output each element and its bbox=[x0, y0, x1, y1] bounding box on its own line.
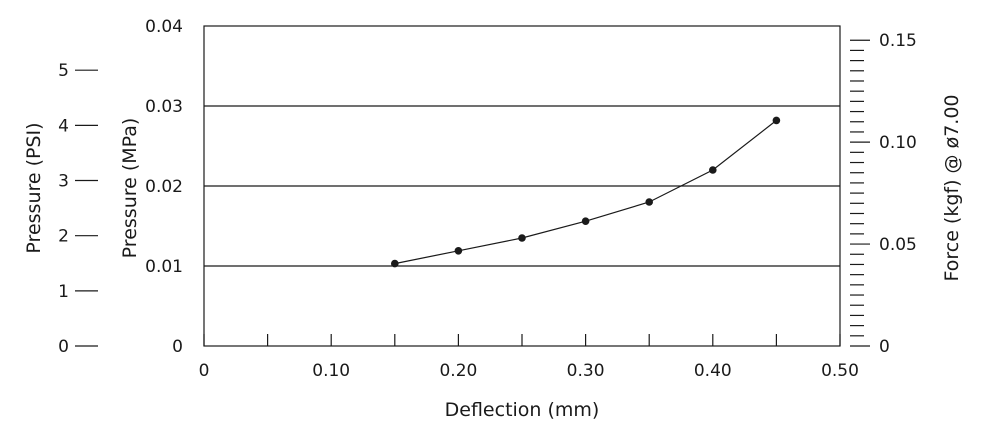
psi-tick-label: 5 bbox=[58, 61, 69, 81]
grid-lines bbox=[204, 105, 840, 267]
y-tick-label: 0 bbox=[172, 337, 183, 357]
y-axis-psi: 0 1 2 3 4 5 bbox=[58, 61, 98, 357]
data-point bbox=[645, 198, 653, 206]
x-tick-label: 0.40 bbox=[694, 361, 732, 381]
y-axis-mpa: 0 0.01 0.02 0.03 0.04 bbox=[145, 17, 183, 357]
psi-tick-label: 0 bbox=[58, 337, 69, 357]
psi-tick-label: 4 bbox=[58, 116, 69, 136]
force-tick-label: 0.10 bbox=[879, 133, 917, 153]
x-axis-title: Deflection (mm) bbox=[445, 399, 600, 421]
y-tick-label: 0.03 bbox=[145, 97, 183, 117]
force-tick-label: 0 bbox=[879, 337, 890, 357]
y-tick-label: 0.04 bbox=[145, 17, 183, 37]
data-series bbox=[391, 116, 781, 268]
data-point bbox=[391, 259, 399, 268]
x-tick-label: 0.20 bbox=[439, 361, 477, 381]
x-axis: 0 0.10 0.20 0.30 0.40 0.50 bbox=[199, 334, 859, 381]
series-line bbox=[394, 119, 777, 265]
data-point bbox=[518, 234, 526, 242]
x-tick-label: 0.10 bbox=[312, 361, 350, 381]
data-point bbox=[454, 247, 463, 255]
y-axis-title-psi: Pressure (PSI) bbox=[23, 122, 45, 253]
force-tick-label: 0.15 bbox=[879, 31, 917, 51]
x-tick-label: 0 bbox=[199, 361, 210, 381]
y-axis-title-mpa: Pressure (MPa) bbox=[119, 118, 141, 259]
y-tick-label: 0.02 bbox=[145, 177, 183, 197]
x-tick-label: 0.50 bbox=[821, 361, 859, 381]
y-tick-label: 0.01 bbox=[145, 257, 183, 277]
psi-tick-label: 1 bbox=[58, 282, 69, 302]
data-point bbox=[772, 116, 781, 125]
psi-tick-label: 2 bbox=[58, 227, 69, 247]
data-point bbox=[581, 217, 590, 225]
y-axis-force: 0 0.05 0.10 0.15 bbox=[850, 31, 917, 357]
psi-tick-label: 3 bbox=[58, 172, 69, 192]
y-axis-title-force: Force (kgf) @ ø7.00 bbox=[941, 94, 963, 281]
data-point bbox=[709, 166, 717, 174]
force-tick-label: 0.05 bbox=[879, 235, 917, 255]
x-tick-label: 0.30 bbox=[567, 361, 605, 381]
